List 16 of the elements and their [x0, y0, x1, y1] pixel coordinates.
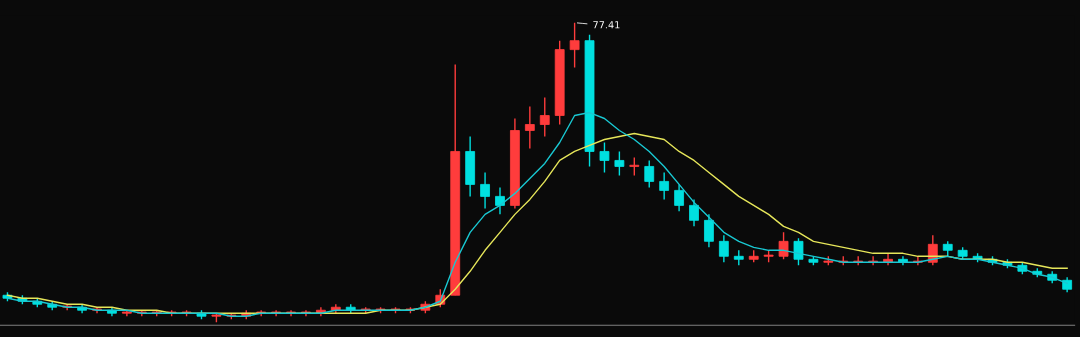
- candlestick: [793, 237, 804, 266]
- candlestick: [689, 198, 699, 228]
- candlestick: [674, 183, 684, 213]
- candlestick: [704, 213, 714, 249]
- candlestick: [718, 234, 729, 263]
- candlestick: [614, 150, 625, 177]
- candlestick: [539, 96, 550, 138]
- candlestick: [569, 21, 580, 69]
- candlestick: [599, 141, 610, 174]
- candlestick: [644, 159, 655, 189]
- candlestick: [480, 171, 490, 210]
- annotation: 77.41: [593, 21, 620, 29]
- candlestick: [659, 171, 670, 201]
- candlestick: [778, 231, 789, 260]
- candlestick: [524, 105, 535, 150]
- candlestick: [495, 186, 505, 216]
